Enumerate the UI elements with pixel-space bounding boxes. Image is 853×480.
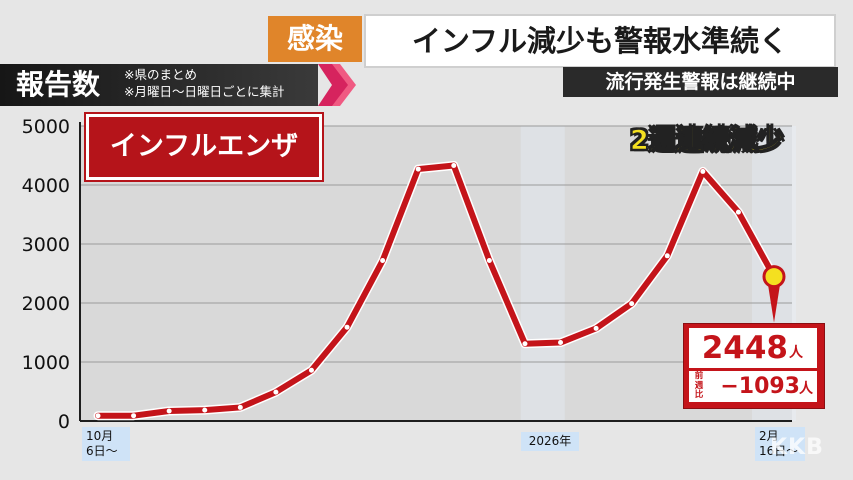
report-note-period: ※月曜日〜日曜日ごとに集計 — [124, 84, 285, 99]
series-label: インフルエンザ — [84, 112, 324, 182]
latest-value-unit: 人 — [789, 345, 803, 361]
data-point — [486, 258, 492, 264]
data-point — [735, 209, 741, 215]
data-point — [380, 258, 386, 264]
y-tick-label: 4000 — [22, 175, 70, 197]
x-label-end-line1: 2月 — [759, 429, 779, 443]
y-tick-label: 5000 — [22, 116, 70, 138]
y-tick-label: 1000 — [22, 352, 70, 374]
x-label-start: 10月 6日〜 — [82, 427, 130, 461]
week-over-week-change: −1093 — [720, 374, 800, 399]
report-banner — [0, 64, 318, 106]
x-label-start-line1: 10月 — [86, 429, 114, 443]
x-label-end-line2: 16日〜 — [759, 444, 799, 458]
category-tag: 感染 — [268, 16, 362, 62]
series-line — [95, 162, 777, 419]
x-label-start-line2: 6日〜 — [86, 444, 118, 458]
callout-value-box — [689, 328, 817, 368]
callout-diff-box — [689, 371, 817, 402]
data-point — [558, 340, 564, 346]
y-tick-label: 3000 — [22, 234, 70, 256]
data-point — [629, 301, 635, 307]
data-point — [166, 408, 172, 414]
data-point — [344, 324, 350, 330]
data-point — [522, 341, 528, 347]
data-point — [131, 413, 137, 419]
trend-annotation: 2週連続減少 — [630, 125, 785, 157]
y-tick-label: 0 — [58, 411, 70, 433]
latest-data-point — [762, 265, 786, 289]
data-point — [273, 389, 279, 395]
data-point — [415, 166, 421, 172]
data-point — [451, 163, 457, 169]
latest-value: 2448 — [701, 330, 788, 366]
week-over-week-label: 前週比 — [694, 371, 704, 400]
data-point — [95, 413, 101, 419]
data-point — [664, 253, 670, 259]
x-label-year: 2026年 — [521, 432, 579, 451]
banner-chevron-icon — [318, 64, 356, 106]
data-point — [593, 325, 599, 331]
callout-pointer — [768, 284, 780, 323]
y-tick-label: 2000 — [22, 293, 70, 315]
data-point — [237, 404, 243, 410]
week-over-week-unit: 人 — [799, 381, 813, 397]
station-logo: KKB — [770, 435, 824, 460]
headline: インフル減少も警報水準続く — [364, 14, 836, 68]
x-label-end: 2月 16日〜 — [755, 427, 805, 461]
data-point — [202, 407, 208, 413]
data-point — [308, 367, 314, 373]
alert-banner: 流行発生警報は継続中 — [563, 67, 838, 97]
year-band — [520, 126, 565, 421]
data-point — [700, 168, 706, 174]
report-title: 報告数 — [16, 68, 101, 101]
report-note-source: ※県のまとめ — [124, 67, 197, 82]
